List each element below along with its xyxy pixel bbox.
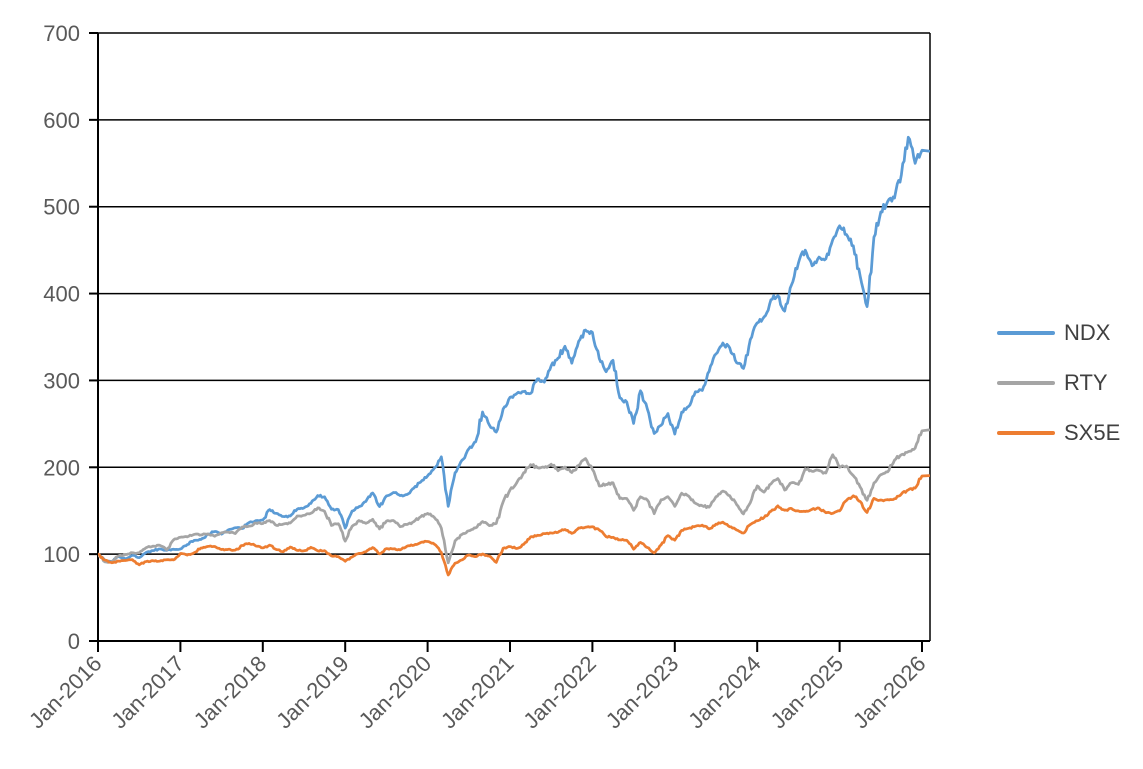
y-axis-label: 300 xyxy=(43,368,80,393)
legend-label: SX5E xyxy=(1064,420,1121,445)
legend-item-ndx[interactable]: NDX xyxy=(997,308,1120,358)
series-line-sx5e[interactable] xyxy=(98,474,930,577)
legend-line-swatch xyxy=(997,431,1055,435)
x-axis-label: Jan-2017 xyxy=(106,651,189,734)
legend-item-sx5e[interactable]: SX5E xyxy=(997,408,1120,458)
y-axis-label: 700 xyxy=(43,21,80,46)
series-line-rty[interactable] xyxy=(98,428,930,565)
x-axis-label: Jan-2021 xyxy=(436,651,519,734)
legend-label: NDX xyxy=(1064,320,1111,345)
legend-line-swatch xyxy=(997,381,1055,385)
plot-area[interactable] xyxy=(98,33,930,641)
y-axis-label: 0 xyxy=(68,629,80,654)
x-axis-label: Jan-2019 xyxy=(271,651,354,734)
x-axis-label: Jan-2018 xyxy=(189,651,272,734)
x-axis-label: Jan-2016 xyxy=(24,651,107,734)
x-axis-label: Jan-2026 xyxy=(848,651,931,734)
y-axis-label: 500 xyxy=(43,195,80,220)
legend-line-swatch xyxy=(997,331,1055,335)
legend: NDX RTY SX5E xyxy=(997,308,1120,458)
legend-item-rty[interactable]: RTY xyxy=(997,358,1120,408)
y-axis-label: 100 xyxy=(43,542,80,567)
y-axis-label: 200 xyxy=(43,455,80,480)
x-axis-label: Jan-2020 xyxy=(354,651,437,734)
y-axis-label: 600 xyxy=(43,108,80,133)
x-axis-label: Jan-2025 xyxy=(766,651,849,734)
legend-label: RTY xyxy=(1064,370,1108,395)
y-axis-label: 400 xyxy=(43,282,80,307)
x-axis-label: Jan-2024 xyxy=(683,651,766,734)
x-axis-label: Jan-2022 xyxy=(518,651,601,734)
series-line-ndx[interactable] xyxy=(98,135,930,563)
x-axis-label: Jan-2023 xyxy=(601,651,684,734)
